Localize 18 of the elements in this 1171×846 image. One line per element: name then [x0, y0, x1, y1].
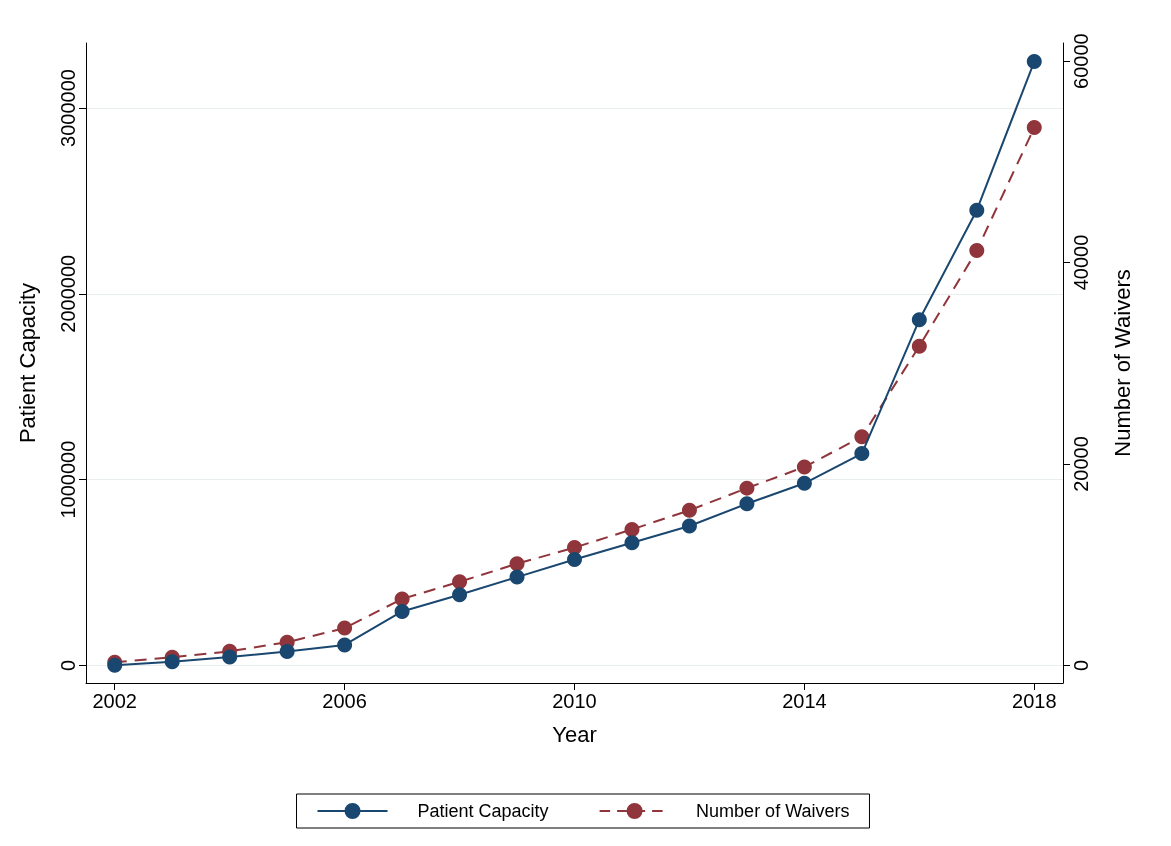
- y-tick-label: 2000000: [57, 254, 79, 333]
- y2-tick-label: 20000: [1070, 436, 1092, 492]
- x-tick-label: 2010: [552, 690, 597, 712]
- legend-label: Number of Waivers: [696, 801, 850, 821]
- y-tick-label: 0: [57, 659, 79, 671]
- y-tick-label: 3000000: [57, 69, 79, 147]
- x-tick-label: 2018: [1012, 690, 1057, 712]
- x-axis-title: Year: [552, 721, 597, 747]
- y-tick-label: 1000000: [57, 440, 79, 519]
- y-axis-title: Patient Capacity: [14, 282, 40, 444]
- y2-tick-label: 40000: [1070, 234, 1092, 291]
- y2-axis-title: Number of Waivers: [1109, 269, 1135, 457]
- x-tick-label: 2006: [322, 690, 367, 712]
- y2-tick-label: 0: [1070, 659, 1092, 671]
- y2-tick-label: 60000: [1070, 33, 1092, 89]
- legend-label: Patient Capacity: [417, 801, 549, 821]
- x-tick-label: 2002: [92, 690, 137, 712]
- x-tick-label: 2014: [782, 690, 827, 712]
